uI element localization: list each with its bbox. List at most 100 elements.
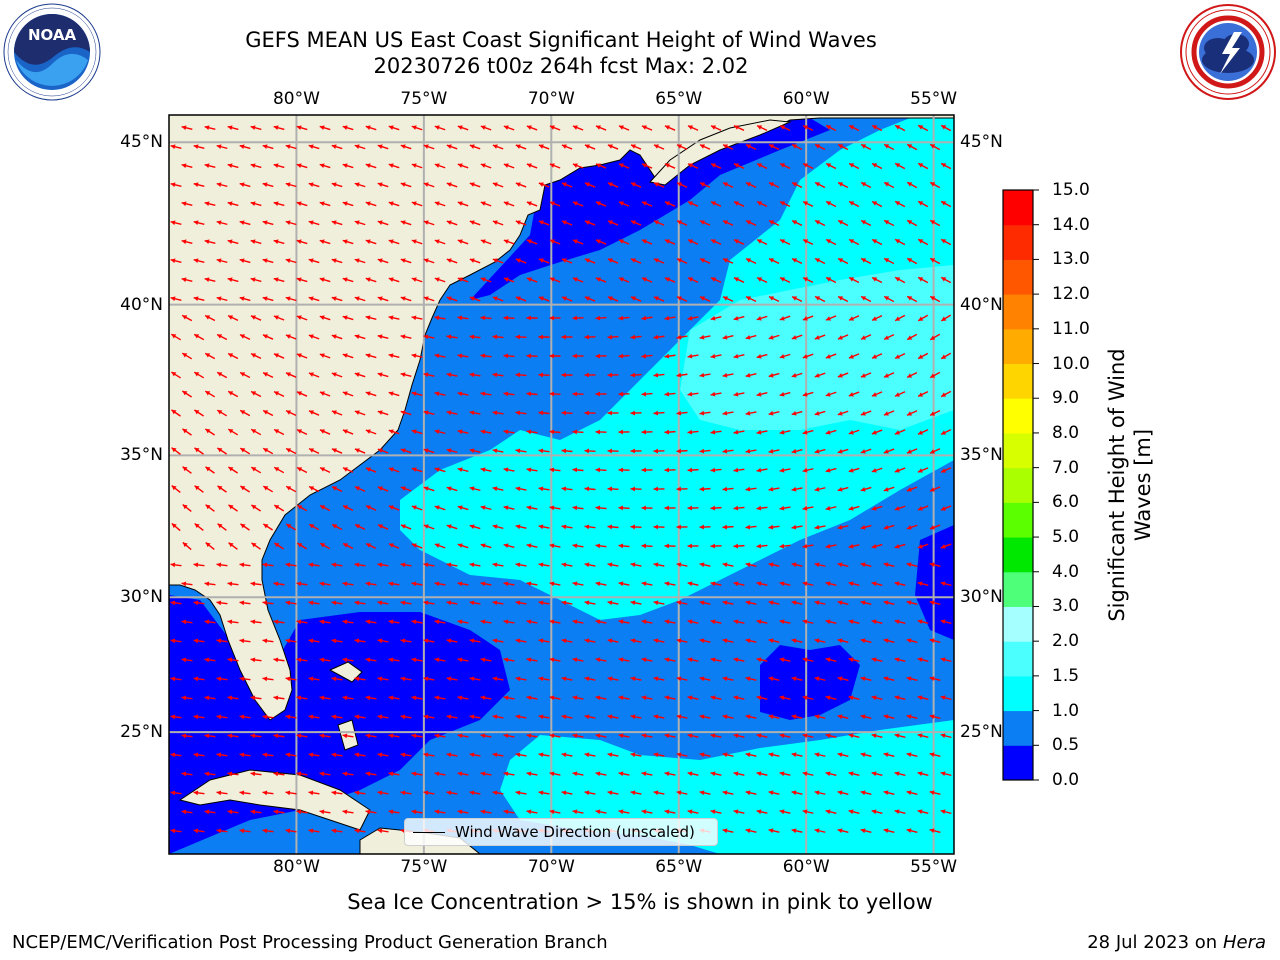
wave-arrow — [457, 125, 469, 131]
wave-arrow — [308, 182, 320, 188]
wave-arrow — [446, 600, 458, 606]
wave-arrow — [595, 239, 607, 245]
colorbar — [1002, 189, 1039, 781]
wave-arrow — [699, 182, 711, 188]
wave-arrow — [342, 733, 354, 739]
wave-arrow — [595, 163, 607, 169]
wave-arrow — [630, 296, 642, 302]
wave-band-1.0-1.5-central — [400, 118, 954, 620]
wave-arrow — [170, 638, 182, 644]
wave-arrow — [250, 390, 262, 398]
wave-arrow — [193, 296, 205, 302]
wave-arrow — [561, 676, 573, 682]
wave-arrow — [342, 504, 354, 512]
wave-arrow — [779, 315, 791, 321]
wave-arrow — [561, 372, 573, 378]
wave-arrow — [561, 448, 573, 454]
wave-arrow — [584, 638, 596, 644]
wave-arrow — [411, 353, 423, 359]
wave-arrow — [618, 391, 630, 397]
wave-arrow — [469, 334, 481, 340]
wave-arrow — [733, 581, 745, 587]
wave-arrow — [216, 828, 228, 834]
wave-arrow — [400, 486, 412, 492]
wave-arrow — [860, 372, 872, 378]
wave-arrow — [492, 600, 504, 606]
wave-arrow — [204, 163, 216, 169]
wave-arrow — [768, 600, 780, 606]
wave-arrow — [308, 676, 320, 682]
colorbar-tick-label: 11.0 — [1052, 318, 1090, 339]
lat-label-left: 35°N — [120, 445, 163, 466]
wave-arrow — [860, 257, 872, 265]
wave-arrow — [239, 638, 251, 644]
wave-arrow — [239, 562, 251, 568]
wave-arrow — [204, 352, 216, 360]
wave-arrow — [894, 200, 906, 208]
wave-arrow — [181, 352, 193, 360]
wave-arrow — [848, 695, 860, 701]
wave-arrow — [676, 220, 688, 226]
colorbar-swatch — [1003, 398, 1033, 434]
wave-arrow — [687, 391, 699, 397]
wave-arrow — [607, 486, 619, 492]
wave-arrow — [791, 524, 803, 530]
wave-arrow — [825, 353, 837, 359]
wave-arrow — [595, 619, 607, 625]
wave-arrow — [917, 238, 929, 246]
wave-arrow — [917, 352, 929, 360]
wave-arrow — [722, 714, 734, 720]
wave-arrow — [388, 809, 400, 815]
wave-arrow — [181, 163, 193, 169]
wave-arrow — [641, 201, 653, 207]
wave-arrow — [296, 353, 308, 359]
colorbar-swatch — [1003, 710, 1033, 746]
wave-arrow — [296, 581, 308, 587]
wave-arrow — [480, 353, 492, 359]
lon-label-top: 75°W — [400, 89, 448, 109]
wave-arrow — [699, 448, 711, 454]
wave-arrow — [365, 353, 377, 359]
wave-arrow — [285, 638, 297, 644]
wave-arrow — [492, 296, 504, 302]
wave-arrow — [595, 543, 607, 549]
wave-arrow — [193, 220, 205, 226]
wave-arrow — [733, 391, 745, 397]
wave-arrow — [722, 790, 734, 796]
wave-arrow — [354, 258, 366, 264]
wave-arrow — [388, 353, 400, 359]
wave-arrow — [894, 276, 906, 284]
wave-arrow — [687, 657, 699, 663]
wave-arrow — [722, 144, 734, 150]
wave-arrow — [940, 619, 952, 625]
wave-arrow — [538, 676, 550, 682]
wave-arrow — [377, 562, 389, 568]
wave-arrow — [181, 390, 193, 398]
wave-arrow — [848, 353, 860, 359]
land-nova-scotia — [649, 119, 792, 186]
wave-arrow — [894, 657, 906, 663]
wave-arrow — [262, 714, 274, 720]
wave-arrow — [883, 676, 895, 682]
wave-arrow — [848, 238, 860, 246]
wave-arrow — [710, 695, 722, 701]
wave-arrow — [434, 543, 446, 549]
wave-arrow — [239, 828, 251, 834]
wave-arrow — [595, 581, 607, 587]
wave-arrow — [768, 448, 780, 454]
wave-arrow — [572, 429, 584, 435]
wave-arrow — [756, 467, 768, 473]
wave-arrow — [365, 125, 377, 131]
wave-arrow — [664, 695, 676, 701]
wave-arrow — [630, 600, 642, 606]
wave-arrow — [515, 600, 527, 606]
lon-label-bottom: 55°W — [910, 857, 958, 877]
wave-arrow — [515, 676, 527, 682]
wave-arrow — [561, 562, 573, 568]
wave-arrow — [365, 315, 377, 321]
wave-arrow — [848, 733, 860, 739]
colorbar-tick-label: 5.0 — [1052, 527, 1080, 548]
wave-arrow — [710, 505, 722, 511]
wave-arrow — [584, 486, 596, 492]
lon-label-bottom: 65°W — [655, 857, 703, 877]
